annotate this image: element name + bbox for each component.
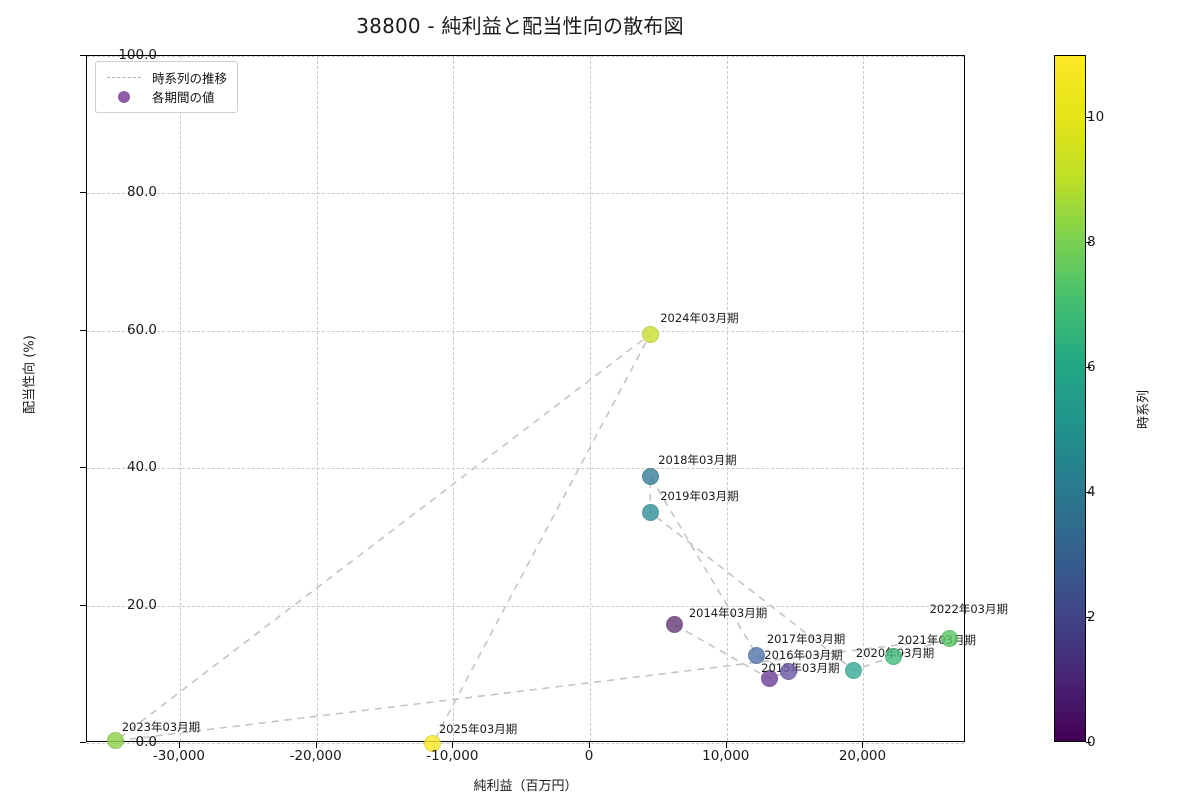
data-point-label: 2014年03月期 (688, 605, 768, 620)
x-axis-tick-label: -30,000 (152, 748, 206, 764)
colorbar-tick-label: 4 (1087, 484, 1096, 501)
x-axis-tick-mark (589, 742, 591, 748)
data-point-label: 2018年03月期 (658, 453, 737, 468)
y-axis-tick-mark (80, 604, 86, 606)
gridline-horizontal (87, 56, 964, 57)
gridline-vertical (726, 56, 728, 741)
colorbar-tick-mark (1086, 242, 1091, 244)
data-point-label: 2025年03月期 (438, 722, 518, 736)
plot-area: 2014年03月期 2015年03月期 2016年03月期 2017年03月期 2018… (86, 55, 1008, 752)
x-axis-tick-mark (452, 742, 454, 748)
x-axis-tick-label: -20,000 (289, 748, 342, 764)
circle-marker-icon (104, 90, 144, 103)
colorbar-label: 時系列 (1136, 390, 1152, 430)
colorbar-tick-label: 2 (1087, 609, 1096, 626)
data-point[interactable] (641, 325, 659, 343)
x-axis-tick-mark (862, 742, 864, 748)
legend-item-values: 各期間の値 (104, 87, 227, 106)
gridline-horizontal (87, 330, 964, 332)
legend-item-trend: 時系列の推移 (104, 68, 227, 87)
colorbar-tick-mark (1086, 742, 1091, 743)
data-point[interactable] (748, 646, 766, 664)
gridline-vertical (316, 56, 318, 741)
y-axis-tick-label: 20.0 (126, 596, 157, 613)
data-point[interactable] (885, 647, 903, 665)
colorbar-tick-label: 0 (1087, 734, 1096, 750)
colorbar-tick-mark (1086, 117, 1091, 119)
gridline-vertical (863, 56, 865, 741)
gridline-vertical (590, 56, 592, 741)
data-point-label: 2015年03月期 (761, 661, 840, 676)
chart-title: 38800 - 純利益と配当性向の散布図 (356, 14, 684, 38)
legend-label-trend: 時系列の推移 (152, 71, 228, 86)
data-point-label: 2024年03月期 (660, 311, 739, 326)
x-axis-tick-mark (725, 742, 727, 748)
x-axis-tick-mark (178, 742, 180, 748)
data-point[interactable] (641, 467, 659, 485)
gridline-horizontal (87, 605, 964, 607)
colorbar-tick-mark (1086, 492, 1091, 494)
data-point[interactable] (845, 661, 863, 679)
data-point[interactable] (107, 732, 125, 750)
colorbar-tick-mark (1086, 617, 1091, 619)
x-axis-tick-mark (315, 742, 317, 748)
legend-label-values: 各期間の値 (152, 90, 215, 105)
data-point-label: 2022年03月期 (929, 601, 1008, 616)
gridline-horizontal (87, 193, 964, 195)
data-point[interactable] (760, 669, 778, 687)
data-point[interactable] (641, 503, 659, 521)
x-axis-tick-label: 0 (584, 748, 594, 764)
timeseries-trend-line (112, 333, 950, 744)
data-point-label: 2017年03月期 (766, 632, 846, 647)
data-point[interactable] (941, 630, 959, 648)
data-point-label: 2016年03月期 (764, 647, 843, 662)
y-axis-tick-mark (80, 192, 86, 194)
x-axis-label: 純利益（百万円） (473, 779, 578, 794)
y-axis-tick-mark (80, 55, 86, 56)
y-axis-tick-label: 0.0 (135, 734, 157, 750)
data-point-label: 2019年03月期 (660, 489, 739, 504)
data-point[interactable] (424, 734, 442, 752)
colorbar-tick-label: 8 (1087, 234, 1096, 251)
gridline-horizontal (87, 743, 964, 744)
y-axis-tick-mark (80, 467, 86, 469)
x-axis-tick-label: 20,000 (838, 748, 887, 764)
gridline-vertical (179, 56, 181, 741)
data-point-label: 2021年03月期 (897, 633, 976, 648)
y-axis-tick-mark (80, 742, 86, 743)
colorbar-tick-label: 10 (1087, 109, 1105, 126)
y-axis-tick-label: 40.0 (126, 459, 157, 476)
colorbar-tick-label: 6 (1087, 359, 1096, 376)
data-point[interactable] (779, 663, 797, 681)
timeseries-path-layer (112, 333, 950, 744)
x-axis-tick-label: 10,000 (702, 748, 750, 764)
chart-legend: 時系列の推移 各期間の値 (95, 61, 239, 113)
colorbar-tick-mark (1086, 367, 1091, 369)
dashed-line-icon (104, 77, 144, 78)
y-axis-tick-label: 100.0 (118, 47, 157, 63)
data-point-label: 2023年03月期 (121, 719, 201, 734)
data-point[interactable] (666, 616, 684, 634)
y-axis-tick-mark (80, 329, 86, 331)
x-axis-tick-label: -10,000 (426, 748, 479, 764)
colorbar (1054, 55, 1086, 742)
gridline-horizontal (87, 468, 964, 470)
gridline-vertical (453, 56, 455, 741)
y-axis-label: 配当性向 (%) (22, 335, 38, 414)
y-axis-tick-label: 80.0 (126, 184, 157, 201)
y-axis-tick-label: 60.0 (126, 321, 157, 338)
